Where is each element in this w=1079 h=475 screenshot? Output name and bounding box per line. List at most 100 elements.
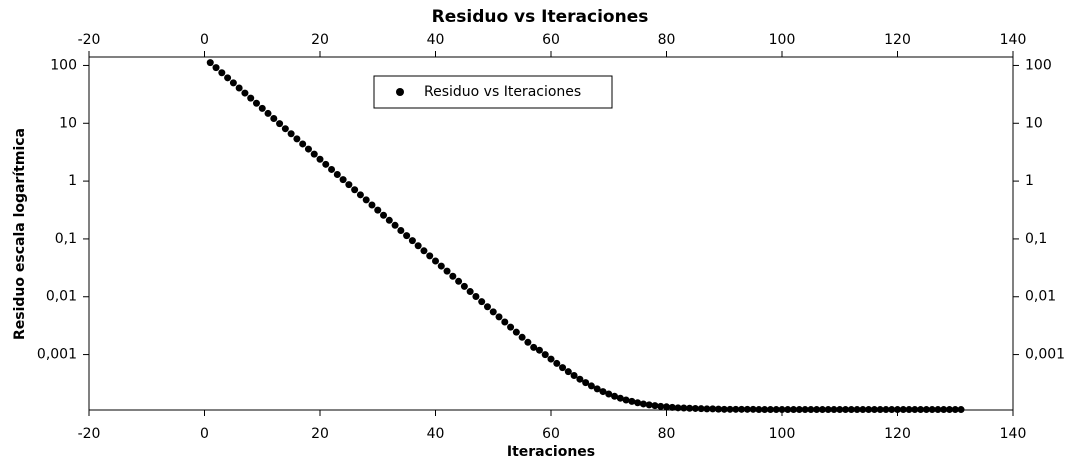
x-tick-label-top: 100 xyxy=(769,32,796,48)
data-point xyxy=(206,59,214,67)
data-point xyxy=(922,406,930,414)
data-point xyxy=(957,406,965,414)
y-tick-label-right: 0,01 xyxy=(1025,289,1056,305)
x-tick-label: 0 xyxy=(200,426,209,442)
data-point xyxy=(247,94,255,102)
x-tick-label: 140 xyxy=(1000,426,1027,442)
data-point xyxy=(408,237,416,245)
x-tick-label-top: 20 xyxy=(311,32,329,48)
data-point xyxy=(888,406,896,414)
data-point xyxy=(235,84,243,92)
data-point xyxy=(830,406,838,414)
x-tick-label: 60 xyxy=(542,426,560,442)
data-point xyxy=(668,403,676,411)
data-point xyxy=(807,406,815,414)
data-point xyxy=(784,406,792,414)
data-point xyxy=(755,406,763,414)
data-point xyxy=(374,206,382,214)
x-tick-label: 20 xyxy=(311,426,329,442)
x-tick-label: -20 xyxy=(78,426,101,442)
data-point xyxy=(686,404,694,412)
data-point xyxy=(455,277,463,285)
data-point xyxy=(853,406,861,414)
legend-box xyxy=(373,75,613,109)
y-tick-label-right: 10 xyxy=(1025,115,1043,131)
data-point xyxy=(391,221,399,229)
data-point xyxy=(322,160,330,168)
data-point xyxy=(524,338,532,346)
data-point xyxy=(351,186,359,194)
data-point xyxy=(570,372,578,380)
data-point xyxy=(281,125,289,133)
x-tick-label: 40 xyxy=(427,426,445,442)
y-tick-label: 100 xyxy=(50,57,77,73)
data-point xyxy=(276,120,284,128)
y-tick-label: 1 xyxy=(68,173,77,189)
y-tick-label: 0,1 xyxy=(55,231,77,247)
data-point xyxy=(945,406,953,414)
data-point xyxy=(934,406,942,414)
data-point xyxy=(709,405,717,413)
data-point xyxy=(801,406,809,414)
data-point xyxy=(894,406,901,414)
data-point xyxy=(576,375,584,383)
data-point xyxy=(905,406,913,414)
data-point xyxy=(472,292,480,300)
data-point xyxy=(842,406,850,414)
data-point xyxy=(258,104,266,112)
data-point xyxy=(951,406,959,414)
data-point xyxy=(403,232,411,240)
data-point xyxy=(911,406,919,414)
data-point xyxy=(420,247,428,255)
x-tick-label-top: 40 xyxy=(427,32,445,48)
data-point xyxy=(639,400,647,408)
data-point xyxy=(795,406,803,414)
data-point xyxy=(530,343,538,351)
data-point xyxy=(663,403,670,411)
data-point xyxy=(466,288,474,296)
data-point xyxy=(674,404,682,412)
data-point xyxy=(316,155,324,163)
data-point xyxy=(541,351,549,359)
data-point xyxy=(605,390,613,398)
data-point xyxy=(790,406,798,414)
data-point xyxy=(651,402,659,410)
data-point xyxy=(772,406,780,414)
data-point xyxy=(645,401,653,409)
data-point xyxy=(766,406,774,414)
data-point xyxy=(229,79,237,87)
data-point xyxy=(437,262,445,270)
data-point xyxy=(362,196,370,204)
chart-title: Residuo vs Iteraciones xyxy=(432,7,649,27)
data-point xyxy=(634,399,642,407)
data-point xyxy=(495,313,503,321)
data-point xyxy=(212,64,220,72)
data-point xyxy=(432,257,439,265)
data-point xyxy=(703,405,711,413)
data-point xyxy=(680,404,688,412)
data-point xyxy=(611,392,619,400)
data-point xyxy=(345,181,353,189)
y-axis-label: Residuo escala logarítmica xyxy=(12,128,28,340)
data-point xyxy=(899,406,907,414)
data-point xyxy=(252,99,260,107)
data-point xyxy=(738,405,746,413)
data-point xyxy=(876,406,884,414)
data-point xyxy=(564,368,572,376)
data-point xyxy=(691,404,699,412)
data-point xyxy=(778,406,786,414)
data-point xyxy=(622,396,630,404)
data-point xyxy=(761,406,769,414)
y-tick-label: 0,001 xyxy=(37,347,77,363)
data-point xyxy=(460,282,468,290)
x-tick-label: 80 xyxy=(658,426,676,442)
data-point xyxy=(865,406,873,414)
x-tick-label: 100 xyxy=(769,426,796,442)
data-point xyxy=(940,406,948,414)
data-point xyxy=(368,201,376,209)
data-point xyxy=(818,406,826,414)
data-point xyxy=(218,69,226,77)
y-tick-label: 10 xyxy=(59,115,77,131)
data-point xyxy=(732,405,740,413)
data-point xyxy=(512,328,520,336)
